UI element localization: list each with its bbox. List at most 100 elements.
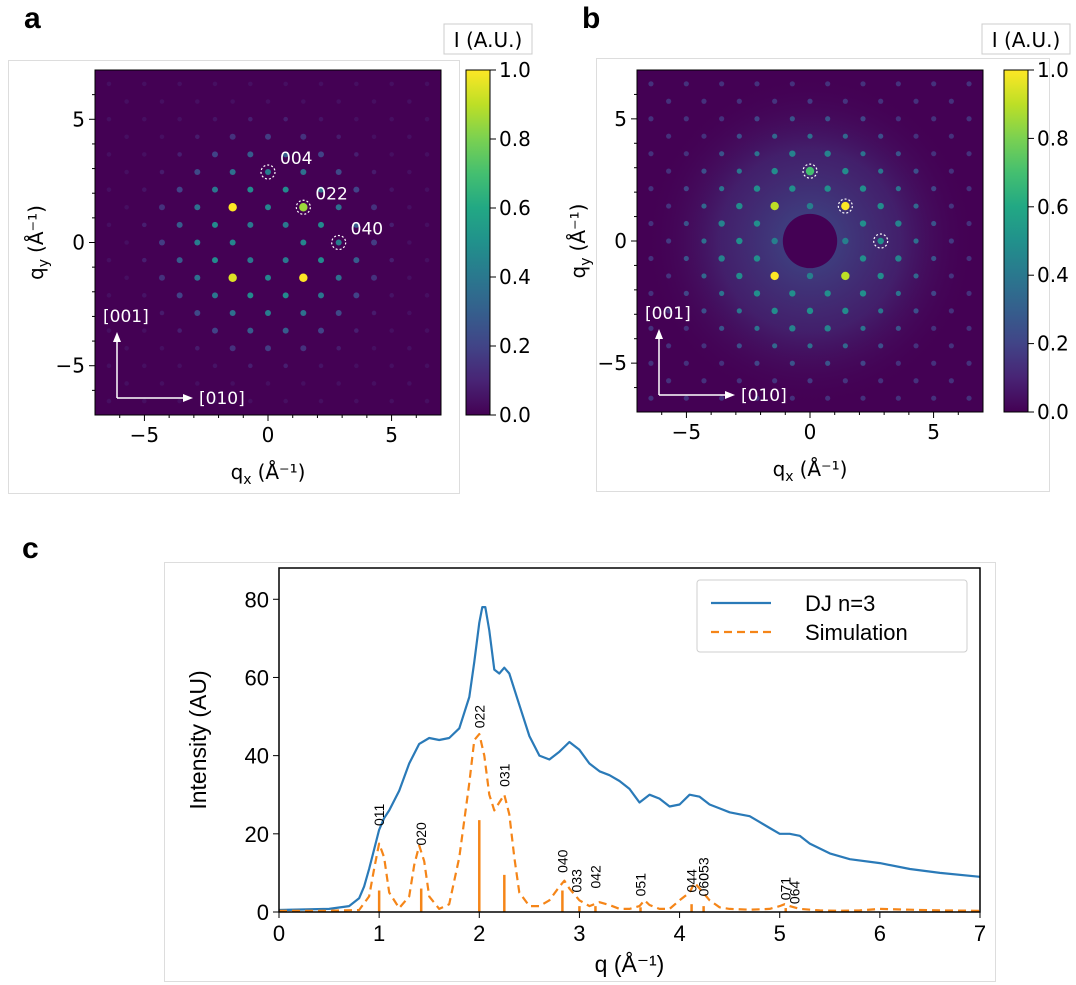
diffraction-spot	[371, 310, 377, 316]
diffraction-spot	[142, 222, 147, 228]
diffraction-spot	[176, 221, 183, 228]
diffraction-spot	[407, 275, 412, 281]
diffraction-spot	[247, 327, 254, 334]
peak-label: 064	[787, 881, 803, 905]
diffraction-spot	[354, 328, 359, 333]
diffraction-spot	[895, 360, 901, 366]
diffraction-spot	[389, 81, 394, 87]
diffraction-spot	[177, 363, 182, 369]
diffraction-spot	[318, 221, 325, 228]
diffraction-spot	[895, 255, 902, 262]
diffraction-spot	[736, 378, 742, 384]
diffraction-spot	[336, 345, 341, 351]
diffraction-spot	[931, 255, 937, 262]
diffraction-spot	[353, 257, 360, 264]
diffraction-spot	[772, 378, 778, 384]
diffraction-spot	[124, 345, 129, 351]
diffraction-spot	[318, 363, 324, 369]
diffraction-spot	[666, 378, 672, 384]
diffraction-spot	[789, 290, 796, 297]
series-line-simulation	[279, 733, 981, 912]
diffraction-spot	[300, 345, 307, 352]
diffraction-spot	[265, 133, 271, 140]
diffraction-spot	[859, 185, 867, 192]
diffraction-spot	[124, 99, 129, 104]
diffraction-spot	[719, 116, 725, 122]
diffraction-spot	[228, 203, 237, 212]
y-axis-label: Intensity (AU)	[185, 670, 211, 809]
diffraction-spot	[806, 307, 814, 315]
diffraction-spot	[648, 81, 654, 87]
diffraction-spot	[159, 310, 165, 316]
diffraction-spot	[247, 186, 254, 193]
diffraction-spot	[211, 327, 218, 334]
diffraction-spot	[407, 204, 412, 210]
diffraction-spot	[913, 273, 919, 279]
diffraction-spot	[389, 293, 394, 298]
diffraction-spot	[789, 395, 795, 401]
diffraction-spot	[842, 378, 848, 384]
colorbar	[465, 69, 491, 416]
diffraction-spot	[177, 398, 182, 404]
diffraction-spot	[842, 237, 849, 245]
diffraction-spot	[754, 395, 760, 401]
diffraction-spot	[860, 151, 866, 157]
colorbar-title-box	[981, 23, 1071, 55]
diffraction-spot	[683, 395, 689, 401]
diffraction-spot	[299, 203, 308, 212]
diffraction-spot	[719, 151, 725, 157]
diffraction-spot	[230, 381, 235, 386]
diffraction-spot	[194, 274, 201, 281]
y-axis-letter: q	[24, 267, 48, 280]
diffraction-spot	[683, 116, 689, 122]
diffraction-spot	[825, 116, 831, 122]
peak-label: 020	[413, 822, 429, 846]
diffraction-spot	[789, 150, 796, 157]
diffraction-spot	[771, 237, 778, 245]
diffraction-spot	[142, 363, 147, 369]
diffraction-spot	[106, 116, 112, 122]
y-tick-label: 0	[72, 231, 85, 255]
diffraction-spot	[931, 360, 937, 366]
diffraction-spot	[265, 274, 271, 281]
diffraction-spot	[805, 166, 815, 176]
diffraction-spot	[913, 343, 919, 349]
diffraction-spot	[913, 203, 919, 209]
diffraction-spot	[142, 152, 147, 157]
diffraction-spot	[336, 381, 341, 386]
diffraction-spot	[335, 239, 342, 246]
diffraction-spot	[736, 343, 742, 349]
diffraction-spot	[407, 345, 412, 351]
diffraction-spot	[753, 185, 761, 192]
diffraction-spot	[648, 290, 654, 296]
diffraction-spot	[895, 325, 901, 331]
diffraction-spot	[142, 398, 147, 404]
colorbar-title: I (A.U.)	[992, 28, 1061, 52]
reflection-label: 040	[351, 220, 383, 240]
diffraction-spot	[301, 99, 306, 104]
diffraction-spot	[106, 328, 112, 333]
diffraction-spot	[966, 116, 972, 122]
colorbar-tick-label: 0.2	[499, 334, 531, 358]
diffraction-spot	[771, 307, 778, 315]
diffraction-spot	[719, 186, 725, 192]
colorbar-tick-label: 0.4	[499, 265, 531, 289]
diffraction-spot	[389, 187, 394, 192]
y-tick-label: 0	[257, 900, 269, 925]
diffraction-spot	[966, 220, 972, 227]
diffraction-spot	[666, 308, 672, 314]
x-axis-label: qx (Å⁻¹)	[231, 460, 306, 488]
diffraction-spot	[371, 239, 378, 246]
diffraction-spot	[106, 81, 112, 87]
diffraction-spot	[211, 257, 218, 264]
diffraction-spot	[966, 325, 972, 331]
diffraction-spot	[407, 240, 412, 245]
diffraction-spot	[354, 116, 359, 122]
x-axis-label: qx (Å⁻¹)	[773, 457, 848, 485]
y-tick-label: 0	[614, 229, 627, 253]
diffraction-spot	[701, 308, 707, 314]
x-tick-label: 1	[373, 921, 385, 946]
diffraction-spot	[878, 133, 884, 139]
diffraction-spot	[683, 290, 689, 296]
